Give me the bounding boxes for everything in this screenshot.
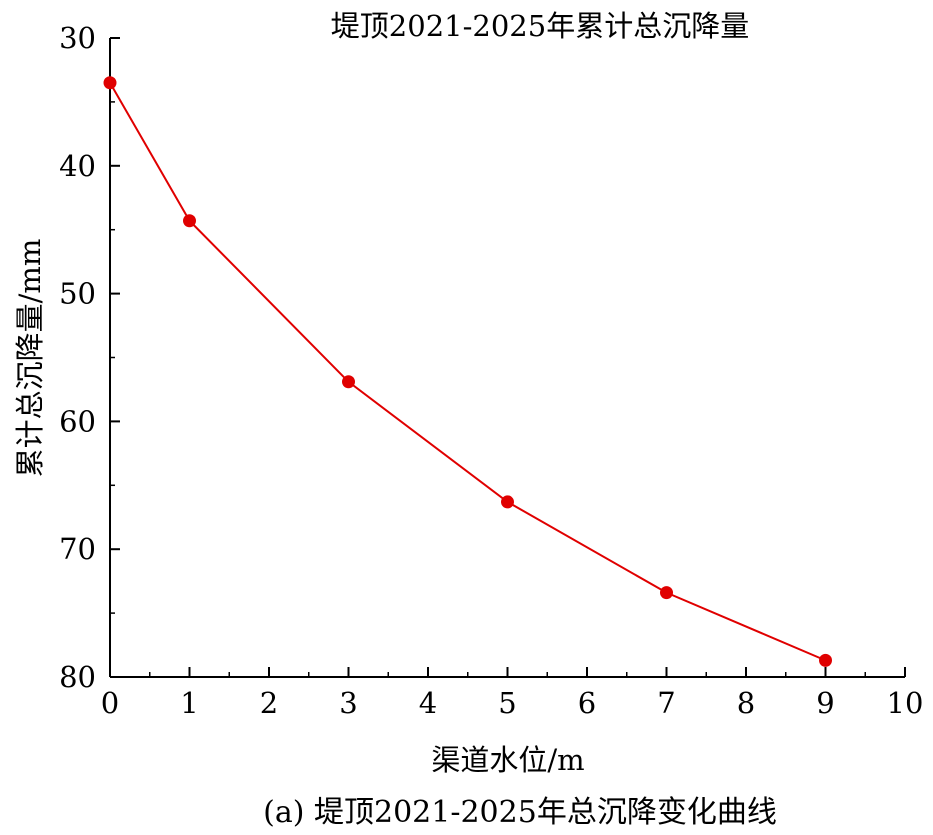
series-line: [109, 82, 826, 662]
data-point: [183, 214, 196, 228]
x-tick-label: 4: [419, 686, 437, 720]
chart-title: 堤顶2021-2025年累计总沉降量: [331, 9, 749, 43]
y-tick-label: 60: [59, 404, 96, 438]
x-tick-label: 3: [339, 686, 357, 720]
x-tick-label: 7: [657, 686, 675, 720]
data-point: [342, 375, 355, 389]
x-tick-label: 6: [578, 686, 596, 720]
x-tick-label: 0: [101, 686, 119, 720]
x-tick-label: 9: [816, 686, 834, 720]
x-tick-label: 1: [180, 686, 198, 720]
figure-caption: (a) 堤顶2021-2025年总沉降变化曲线: [263, 795, 777, 830]
x-tick-label: 10: [887, 686, 924, 720]
data-point: [660, 586, 673, 600]
x-tick-label: 8: [737, 686, 755, 720]
data-point: [103, 76, 117, 90]
y-tick-label: 30: [59, 21, 96, 55]
data-point: [501, 495, 514, 509]
y-tick-label: 80: [59, 660, 96, 694]
y-tick-label: 50: [59, 277, 96, 311]
y-tick-label: 40: [59, 149, 96, 183]
y-tick-label: 70: [59, 532, 96, 566]
x-tick-label: 2: [260, 686, 278, 720]
x-axis-title: 渠道水位/m: [431, 743, 584, 777]
axes: [109, 38, 905, 678]
series-group: [103, 76, 832, 667]
y-axis-title: 累计总沉降量/mm: [13, 239, 47, 478]
x-tick-label: 5: [498, 686, 516, 720]
data-point: [819, 653, 832, 667]
ticks: 0 1 2 3 4 5 6 7 8 9 10 30 40 50 60 70 80: [59, 21, 923, 720]
